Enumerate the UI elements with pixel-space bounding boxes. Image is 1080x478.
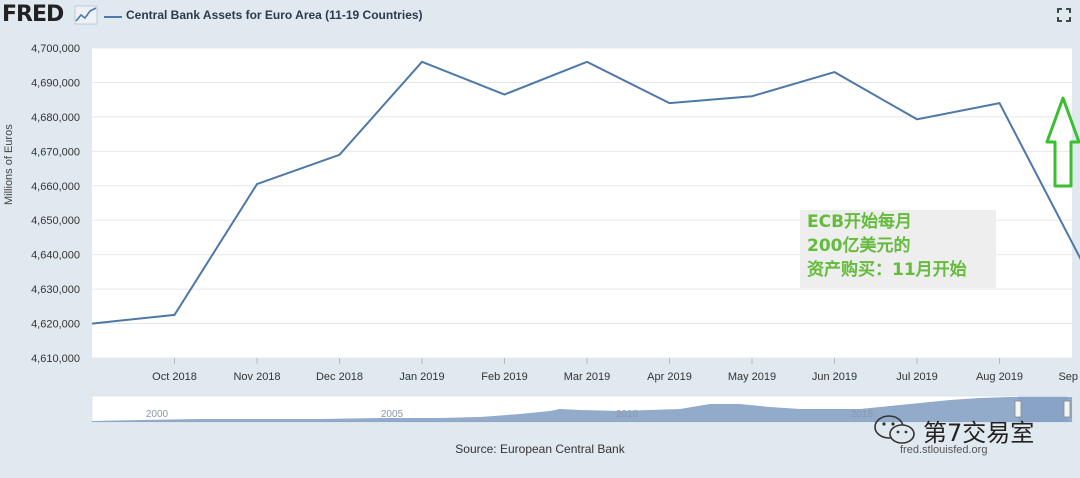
y-tick-label: 4,700,000: [31, 43, 80, 55]
x-tick-label: Aug 2019: [976, 371, 1023, 383]
watermark-text: 第7交易室: [923, 419, 1035, 447]
x-axis-ticks: Oct 2018 Nov 2018 Dec 2018 Jan 2019 Feb 2019…: [152, 358, 1080, 383]
navigator-year-label: 2015: [851, 409, 874, 420]
chart-logo-icon: [74, 5, 98, 25]
x-tick-label: May 2019: [728, 371, 776, 383]
fullscreen-icon[interactable]: [1057, 8, 1071, 22]
grid-lines: [92, 47, 1072, 359]
y-tick-label: 4,630,000: [31, 284, 80, 296]
navigator-handle-left: [1014, 400, 1022, 418]
annotation-line-1: ECB开始每月: [807, 212, 913, 232]
y-tick-label: 4,610,000: [31, 353, 80, 365]
x-tick-label: Nov 2018: [233, 371, 280, 383]
x-tick-label: Jun 2019: [812, 371, 857, 383]
y-tick-label: 4,690,000: [31, 77, 80, 89]
annotation-line-3: 资产购买：11月开始: [807, 260, 967, 280]
y-axis-label: Millions of Euros: [3, 124, 15, 205]
navigator-handle-right: [1063, 400, 1071, 418]
up-arrow-icon: [1045, 96, 1080, 188]
annotation-line-2: 200亿美元的: [807, 236, 911, 256]
y-tick-label: 4,620,000: [31, 319, 80, 331]
x-tick-label: Feb 2019: [481, 371, 527, 383]
annotation-box: ECB开始每月 200亿美元的 资产购买：11月开始: [800, 210, 996, 288]
navigator-year-label: 2000: [146, 409, 169, 420]
x-tick-label: Apr 2019: [647, 371, 692, 383]
navigator-year-label: 2010: [616, 409, 639, 420]
x-tick-label: Jul 2019: [896, 371, 938, 383]
plot-area: [92, 48, 1072, 358]
y-tick-label: 4,670,000: [31, 146, 80, 158]
legend-swatch: [104, 16, 122, 18]
wechat-icon: [874, 415, 915, 444]
x-tick-label: Sep 2019: [1058, 371, 1080, 383]
y-tick-label: 4,640,000: [31, 250, 80, 262]
fred-logo[interactable]: FRED: [2, 2, 64, 27]
series-title[interactable]: Central Bank Assets for Euro Area (11-19…: [126, 8, 423, 22]
x-tick-label: Oct 2018: [152, 371, 197, 383]
y-tick-label: 4,660,000: [31, 181, 80, 193]
y-tick-label: 4,680,000: [31, 112, 80, 124]
x-tick-label: Mar 2019: [564, 371, 610, 383]
y-tick-label: 4,650,000: [31, 215, 80, 227]
source-note: Source: European Central Bank: [455, 442, 625, 456]
site-link[interactable]: fred.stlouisfed.org: [900, 444, 988, 456]
y-axis-ticks: 4,610,000 4,620,000 4,630,000 4,640,000 4,65…: [31, 43, 80, 365]
navigator-year-labels: 2000 2005 2010 2015: [146, 409, 874, 420]
navigator-year-label: 2005: [381, 409, 404, 420]
x-tick-label: Jan 2019: [399, 371, 444, 383]
x-tick-label: Dec 2018: [316, 371, 363, 383]
